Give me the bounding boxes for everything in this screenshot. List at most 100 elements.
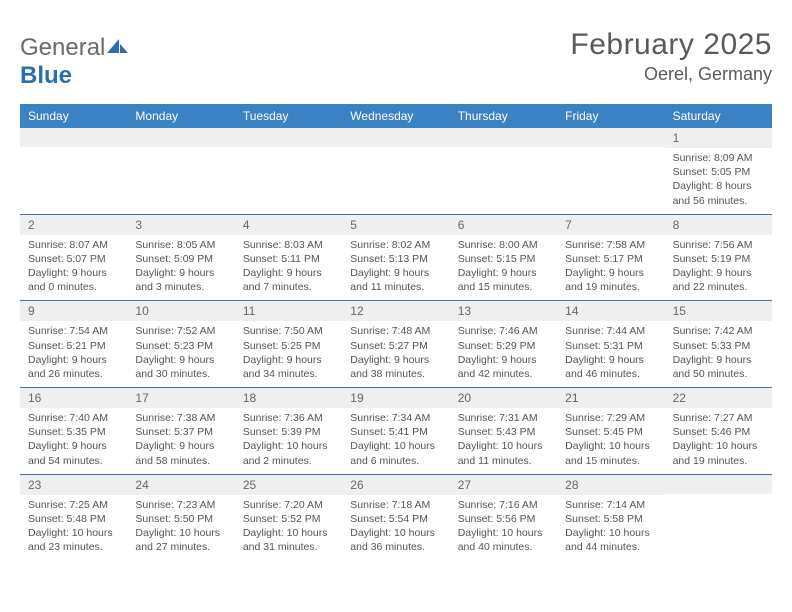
daylight-line: Daylight: 10 hours and 27 minutes.	[135, 526, 226, 554]
day-body: Sunrise: 8:05 AMSunset: 5:09 PMDaylight:…	[127, 235, 234, 301]
daylight-line: Daylight: 10 hours and 31 minutes.	[243, 526, 334, 554]
sunset-line: Sunset: 5:33 PM	[673, 339, 764, 353]
day-body	[557, 147, 664, 156]
day-cell: 20Sunrise: 7:31 AMSunset: 5:43 PMDayligh…	[450, 388, 557, 474]
day-number: 17	[127, 388, 234, 408]
sunset-line: Sunset: 5:17 PM	[565, 252, 656, 266]
day-body: Sunrise: 7:40 AMSunset: 5:35 PMDaylight:…	[20, 408, 127, 474]
day-body: Sunrise: 7:18 AMSunset: 5:54 PMDaylight:…	[342, 495, 449, 561]
weekday-header: Tuesday	[235, 104, 342, 128]
daylight-line: Daylight: 9 hours and 34 minutes.	[243, 353, 334, 381]
sunset-line: Sunset: 5:13 PM	[350, 252, 441, 266]
sunset-line: Sunset: 5:19 PM	[673, 252, 764, 266]
day-body: Sunrise: 7:54 AMSunset: 5:21 PMDaylight:…	[20, 321, 127, 387]
month-title: February 2025	[570, 28, 772, 62]
weekday-header: Sunday	[20, 104, 127, 128]
sunset-line: Sunset: 5:58 PM	[565, 512, 656, 526]
sunrise-line: Sunrise: 8:03 AM	[243, 238, 334, 252]
logo: GeneralBlue	[20, 28, 129, 90]
sunset-line: Sunset: 5:05 PM	[673, 165, 764, 179]
sunset-line: Sunset: 5:48 PM	[28, 512, 119, 526]
sunrise-line: Sunrise: 7:40 AM	[28, 411, 119, 425]
day-cell: 23Sunrise: 7:25 AMSunset: 5:48 PMDayligh…	[20, 475, 127, 561]
day-number	[665, 475, 772, 494]
sunrise-line: Sunrise: 8:00 AM	[458, 238, 549, 252]
sunset-line: Sunset: 5:27 PM	[350, 339, 441, 353]
day-number: 24	[127, 475, 234, 495]
day-cell: 22Sunrise: 7:27 AMSunset: 5:46 PMDayligh…	[665, 388, 772, 474]
sunset-line: Sunset: 5:37 PM	[135, 425, 226, 439]
day-body: Sunrise: 8:09 AMSunset: 5:05 PMDaylight:…	[665, 148, 772, 214]
sunset-line: Sunset: 5:45 PM	[565, 425, 656, 439]
day-body	[665, 494, 772, 503]
day-body: Sunrise: 7:27 AMSunset: 5:46 PMDaylight:…	[665, 408, 772, 474]
daylight-line: Daylight: 10 hours and 15 minutes.	[565, 439, 656, 467]
sunrise-line: Sunrise: 7:34 AM	[350, 411, 441, 425]
day-body: Sunrise: 8:07 AMSunset: 5:07 PMDaylight:…	[20, 235, 127, 301]
day-number: 3	[127, 215, 234, 235]
day-cell: 18Sunrise: 7:36 AMSunset: 5:39 PMDayligh…	[235, 388, 342, 474]
daylight-line: Daylight: 10 hours and 6 minutes.	[350, 439, 441, 467]
week-row: 23Sunrise: 7:25 AMSunset: 5:48 PMDayligh…	[20, 474, 772, 561]
day-number: 4	[235, 215, 342, 235]
day-cell: 16Sunrise: 7:40 AMSunset: 5:35 PMDayligh…	[20, 388, 127, 474]
title-block: February 2025 Oerel, Germany	[570, 28, 772, 85]
day-body: Sunrise: 7:50 AMSunset: 5:25 PMDaylight:…	[235, 321, 342, 387]
day-number: 10	[127, 301, 234, 321]
daylight-line: Daylight: 9 hours and 26 minutes.	[28, 353, 119, 381]
day-cell: 8Sunrise: 7:56 AMSunset: 5:19 PMDaylight…	[665, 215, 772, 301]
day-body: Sunrise: 7:44 AMSunset: 5:31 PMDaylight:…	[557, 321, 664, 387]
sunrise-line: Sunrise: 7:14 AM	[565, 498, 656, 512]
day-body: Sunrise: 7:46 AMSunset: 5:29 PMDaylight:…	[450, 321, 557, 387]
daylight-line: Daylight: 10 hours and 23 minutes.	[28, 526, 119, 554]
weekday-header: Thursday	[450, 104, 557, 128]
day-cell: 6Sunrise: 8:00 AMSunset: 5:15 PMDaylight…	[450, 215, 557, 301]
day-number: 15	[665, 301, 772, 321]
location: Oerel, Germany	[570, 64, 772, 85]
day-cell: 25Sunrise: 7:20 AMSunset: 5:52 PMDayligh…	[235, 475, 342, 561]
day-body	[20, 147, 127, 156]
sunrise-line: Sunrise: 7:16 AM	[458, 498, 549, 512]
day-cell: 12Sunrise: 7:48 AMSunset: 5:27 PMDayligh…	[342, 301, 449, 387]
sunset-line: Sunset: 5:39 PM	[243, 425, 334, 439]
day-cell: 5Sunrise: 8:02 AMSunset: 5:13 PMDaylight…	[342, 215, 449, 301]
day-body	[342, 147, 449, 156]
logo-sail-icon	[107, 34, 129, 62]
day-cell: 28Sunrise: 7:14 AMSunset: 5:58 PMDayligh…	[557, 475, 664, 561]
daylight-line: Daylight: 10 hours and 11 minutes.	[458, 439, 549, 467]
sunset-line: Sunset: 5:35 PM	[28, 425, 119, 439]
day-cell: 17Sunrise: 7:38 AMSunset: 5:37 PMDayligh…	[127, 388, 234, 474]
sunset-line: Sunset: 5:23 PM	[135, 339, 226, 353]
day-number	[235, 128, 342, 147]
day-body: Sunrise: 7:58 AMSunset: 5:17 PMDaylight:…	[557, 235, 664, 301]
day-number: 12	[342, 301, 449, 321]
day-cell: 26Sunrise: 7:18 AMSunset: 5:54 PMDayligh…	[342, 475, 449, 561]
sunset-line: Sunset: 5:41 PM	[350, 425, 441, 439]
day-number: 13	[450, 301, 557, 321]
day-number	[127, 128, 234, 147]
sunset-line: Sunset: 5:07 PM	[28, 252, 119, 266]
day-cell	[127, 128, 234, 214]
calendar-page: GeneralBlue February 2025 Oerel, Germany…	[0, 0, 792, 580]
day-cell: 14Sunrise: 7:44 AMSunset: 5:31 PMDayligh…	[557, 301, 664, 387]
sunset-line: Sunset: 5:52 PM	[243, 512, 334, 526]
day-number: 25	[235, 475, 342, 495]
day-cell	[235, 128, 342, 214]
day-body: Sunrise: 7:38 AMSunset: 5:37 PMDaylight:…	[127, 408, 234, 474]
day-number: 28	[557, 475, 664, 495]
day-cell: 7Sunrise: 7:58 AMSunset: 5:17 PMDaylight…	[557, 215, 664, 301]
sunrise-line: Sunrise: 7:52 AM	[135, 324, 226, 338]
day-number: 5	[342, 215, 449, 235]
sunrise-line: Sunrise: 7:25 AM	[28, 498, 119, 512]
day-cell: 15Sunrise: 7:42 AMSunset: 5:33 PMDayligh…	[665, 301, 772, 387]
sunset-line: Sunset: 5:21 PM	[28, 339, 119, 353]
day-number	[20, 128, 127, 147]
day-cell	[342, 128, 449, 214]
day-body: Sunrise: 7:52 AMSunset: 5:23 PMDaylight:…	[127, 321, 234, 387]
sunrise-line: Sunrise: 7:31 AM	[458, 411, 549, 425]
day-number: 19	[342, 388, 449, 408]
day-number: 8	[665, 215, 772, 235]
sunrise-line: Sunrise: 7:38 AM	[135, 411, 226, 425]
logo-text-blue: Blue	[20, 62, 72, 89]
sunrise-line: Sunrise: 8:02 AM	[350, 238, 441, 252]
